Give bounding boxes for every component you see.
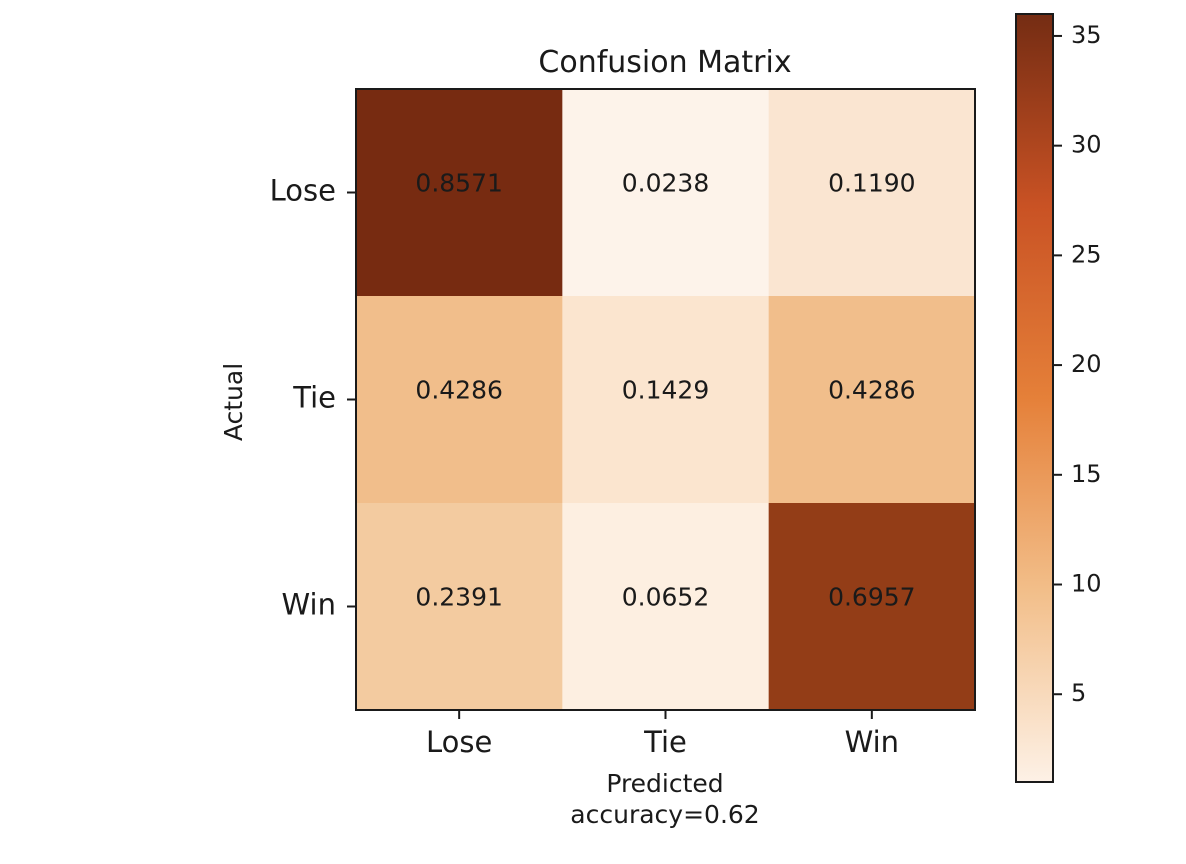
heatmap-cell	[562, 89, 770, 297]
colorbar-tick-label: 35	[1071, 21, 1102, 49]
colorbar-tick-label: 30	[1071, 131, 1102, 159]
heatmap-cell-label: 0.1190	[828, 169, 915, 198]
accuracy-note: accuracy=0.62	[570, 800, 759, 829]
heatmap-cell-label: 0.2391	[415, 583, 502, 612]
x-tick-label: Lose	[426, 725, 492, 759]
y-tick-label: Win	[282, 588, 336, 622]
heatmap-cell	[356, 503, 563, 711]
heatmap-cell	[562, 503, 770, 711]
x-axis-label: Predicted	[606, 769, 723, 798]
heatmap-cell	[768, 503, 976, 711]
y-tick-label: Tie	[292, 381, 336, 415]
heatmap-cell-label: 0.4286	[415, 376, 502, 405]
heatmap-cell	[768, 89, 976, 297]
x-tick-label: Win	[845, 725, 899, 759]
colorbar-tick-label: 5	[1071, 679, 1086, 707]
heatmap-cell-label: 0.0238	[622, 169, 709, 198]
heatmap-cell-label: 0.4286	[828, 376, 915, 405]
heatmap-cell-label: 0.1429	[622, 376, 709, 405]
y-tick-label: Lose	[270, 174, 336, 208]
colorbar-tick-label: 15	[1071, 460, 1102, 488]
colorbar-tick-label: 10	[1071, 570, 1102, 598]
heatmap-cell	[768, 296, 976, 504]
colorbar	[1015, 13, 1054, 783]
heatmap-cell-labels: 0.8571 0.0238 0.1190 0.4286 0.1429 0.4286 0.23…	[415, 169, 915, 612]
heatmap-cell-label: 0.0652	[622, 583, 709, 612]
x-tick-label: Tie	[643, 725, 687, 759]
colorbar-tick-label: 25	[1071, 240, 1102, 268]
heatmap-cell	[562, 296, 770, 504]
chart-title: Confusion Matrix	[538, 45, 791, 80]
colorbar-tick-label: 20	[1071, 350, 1102, 378]
heatmap-cell-label: 0.6957	[828, 583, 915, 612]
heatmap-cell-label: 0.8571	[415, 169, 502, 198]
heatmap-cells	[356, 89, 976, 711]
heatmap-cell	[356, 89, 563, 297]
heatmap-cell	[356, 296, 563, 504]
y-axis-ticks: Lose Tie Win	[270, 174, 356, 622]
x-axis-ticks: Lose Tie Win	[426, 710, 899, 759]
colorbar-ticks: 5 10 15 20 25 30 35	[1053, 21, 1102, 707]
y-axis-label: Actual	[219, 363, 248, 441]
